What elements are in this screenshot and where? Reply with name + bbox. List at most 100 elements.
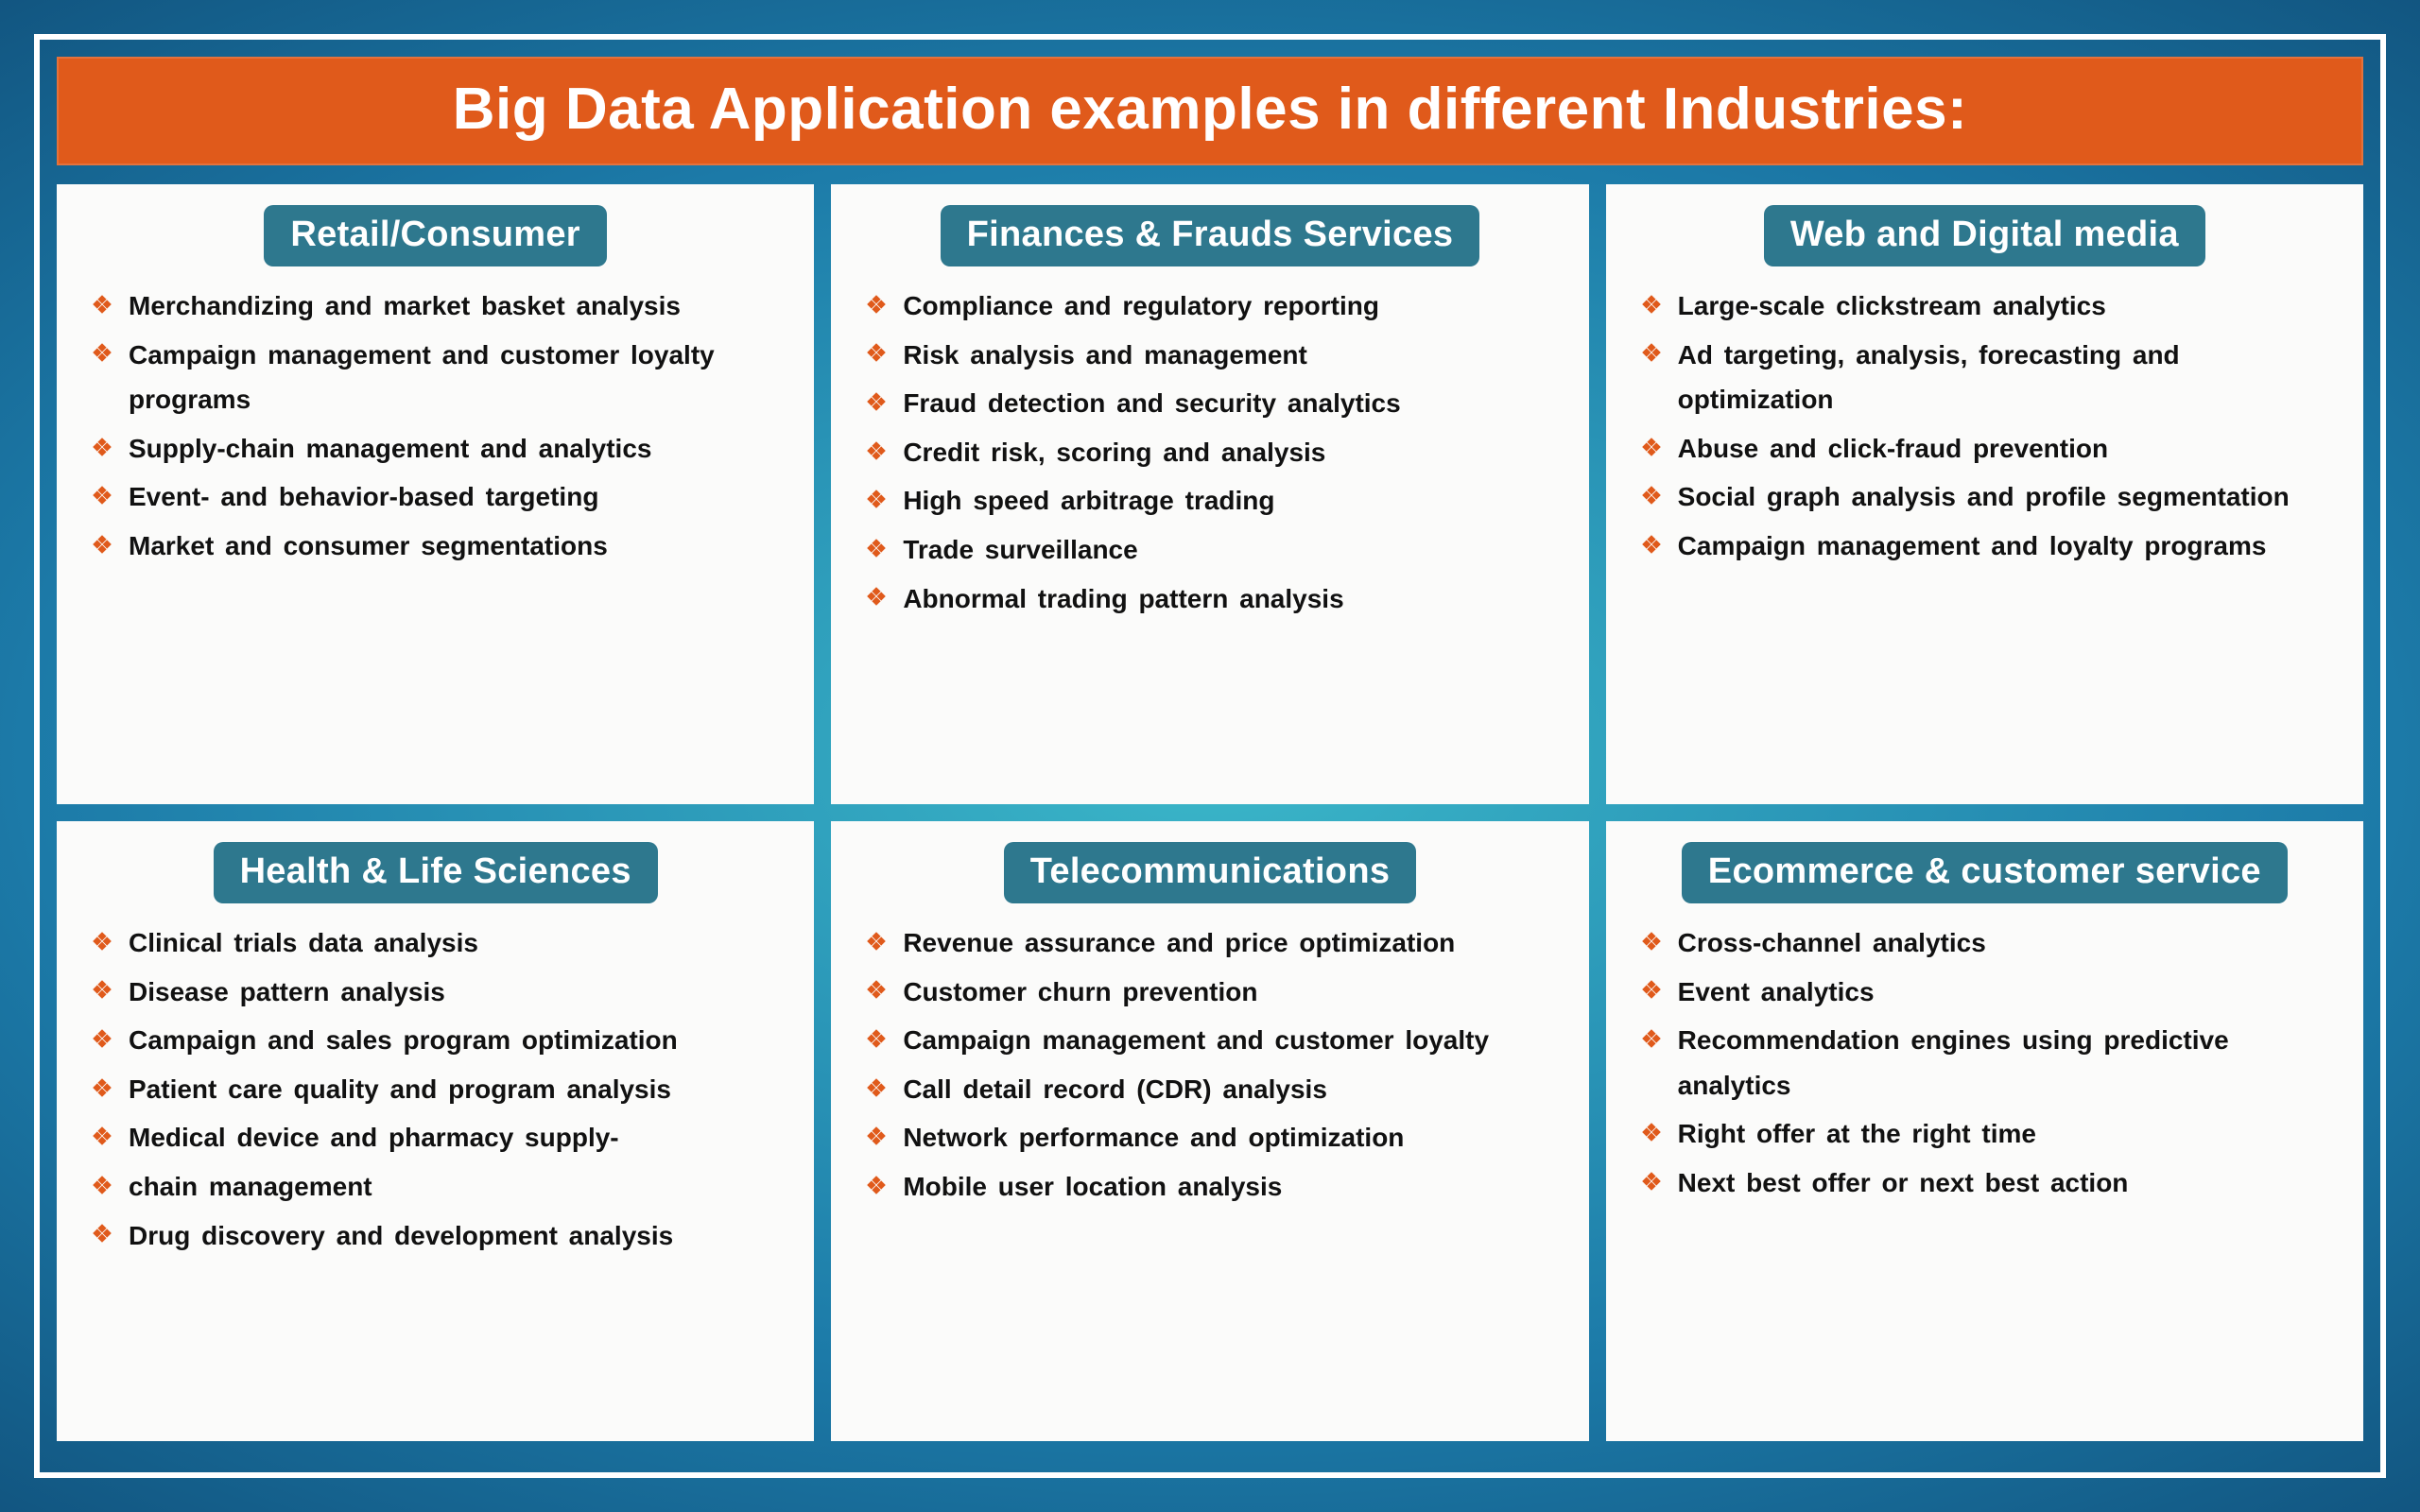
diamond-bullet-icon (865, 1125, 888, 1147)
diamond-bullet-icon (1640, 436, 1663, 458)
card-item: Fraud detection and security analytics (865, 381, 1560, 426)
card-item-text: Clinical trials data analysis (129, 928, 478, 957)
diamond-bullet-icon (865, 1027, 888, 1050)
card-item-text: Network performance and optimization (903, 1123, 1404, 1152)
card-item-text: Right offer at the right time (1678, 1119, 2036, 1148)
card-item-text: Mobile user location analysis (903, 1172, 1282, 1201)
diamond-bullet-icon (865, 341, 888, 364)
diamond-bullet-icon (865, 585, 888, 608)
diamond-bullet-icon (1640, 978, 1663, 1001)
card-retail: Retail/Consumer Merchandizing and market … (57, 184, 814, 804)
card-item: Medical device and pharmacy supply- (91, 1115, 786, 1160)
card-item: Next best offer or next best action (1640, 1160, 2335, 1206)
card-item-list: Revenue assurance and price optimization… (854, 920, 1565, 1213)
diamond-bullet-icon (1640, 293, 1663, 316)
diamond-bullet-icon (91, 978, 113, 1001)
card-item-text: Medical device and pharmacy supply- (129, 1123, 619, 1152)
card-item-text: Next best offer or next best action (1678, 1168, 2129, 1197)
card-item-text: Campaign management and loyalty programs (1678, 531, 2267, 560)
diamond-bullet-icon (91, 1125, 113, 1147)
card-title-wrap: Ecommerce & customer service (1629, 842, 2341, 903)
diamond-bullet-icon (91, 533, 113, 556)
card-item: Event- and behavior-based targeting (91, 474, 786, 520)
card-item-text: Drug discovery and development analysis (129, 1221, 673, 1250)
card-item: Campaign and sales program optimization (91, 1018, 786, 1063)
diamond-bullet-icon (91, 930, 113, 953)
card-item-list: Clinical trials data analysis Disease pat… (79, 920, 791, 1262)
card-item: Campaign management and customer loyalty (865, 1018, 1560, 1063)
card-ecommerce: Ecommerce & customer service Cross-channe… (1606, 821, 2363, 1441)
card-item-list: Merchandizing and market basket analysis… (79, 284, 791, 573)
card-item: Campaign management and customer loyalty… (91, 333, 786, 422)
diamond-bullet-icon (1640, 341, 1663, 364)
card-item: Supply-chain management and analytics (91, 426, 786, 472)
card-item: Event analytics (1640, 970, 2335, 1015)
card-item: Abuse and click-fraud prevention (1640, 426, 2335, 472)
card-item-text: Abnormal trading pattern analysis (903, 584, 1343, 613)
card-item: Campaign management and loyalty programs (1640, 524, 2335, 569)
card-item: Merchandizing and market basket analysis (91, 284, 786, 329)
card-item: Clinical trials data analysis (91, 920, 786, 966)
card-title-telecom: Telecommunications (1004, 842, 1417, 903)
cards-grid: Retail/Consumer Merchandizing and market … (57, 184, 2363, 1441)
card-item-text: Risk analysis and management (903, 340, 1307, 369)
card-item-text: Customer churn prevention (903, 977, 1257, 1006)
card-item: Revenue assurance and price optimization (865, 920, 1560, 966)
card-item: Large-scale clickstream analytics (1640, 284, 2335, 329)
diamond-bullet-icon (1640, 930, 1663, 953)
card-item: chain management (91, 1164, 786, 1210)
card-item-text: Merchandizing and market basket analysis (129, 291, 681, 320)
card-item-text: Campaign management and customer loyalty (903, 1025, 1489, 1055)
card-telecom: Telecommunications Revenue assurance and … (831, 821, 1588, 1441)
card-item-text: Revenue assurance and price optimization (903, 928, 1455, 957)
card-item: Recommendation engines using predictive … (1640, 1018, 2335, 1108)
card-item-text: Cross-channel analytics (1678, 928, 1986, 957)
diamond-bullet-icon (1640, 1121, 1663, 1143)
diamond-bullet-icon (1640, 1170, 1663, 1193)
diamond-bullet-icon (865, 488, 888, 510)
card-item: Call detail record (CDR) analysis (865, 1067, 1560, 1112)
card-item: Abnormal trading pattern analysis (865, 576, 1560, 622)
card-title-wrap: Retail/Consumer (79, 205, 791, 266)
card-item-text: Social graph analysis and profile segmen… (1678, 482, 2290, 511)
card-item-list: Large-scale clickstream analytics Ad targ… (1629, 284, 2341, 573)
card-item-text: Disease pattern analysis (129, 977, 445, 1006)
card-item: Credit risk, scoring and analysis (865, 430, 1560, 475)
card-item: Trade surveillance (865, 527, 1560, 573)
card-item-text: High speed arbitrage trading (903, 486, 1274, 515)
diamond-bullet-icon (91, 1174, 113, 1196)
card-item: Patient care quality and program analysi… (91, 1067, 786, 1112)
diamond-bullet-icon (91, 1222, 113, 1245)
diamond-bullet-icon (865, 439, 888, 462)
card-item-text: Event analytics (1678, 977, 1875, 1006)
diamond-bullet-icon (1640, 484, 1663, 507)
card-item-text: Event- and behavior-based targeting (129, 482, 598, 511)
card-title-wrap: Telecommunications (854, 842, 1565, 903)
card-item-text: Trade surveillance (903, 535, 1137, 564)
diamond-bullet-icon (865, 390, 888, 413)
diamond-bullet-icon (91, 484, 113, 507)
card-item-list: Cross-channel analytics Event analytics Re… (1629, 920, 2341, 1210)
card-item: Market and consumer segmentations (91, 524, 786, 569)
card-item-text: Call detail record (CDR) analysis (903, 1074, 1327, 1104)
card-item: Cross-channel analytics (1640, 920, 2335, 966)
card-item-text: chain management (129, 1172, 372, 1201)
infographic-canvas: Big Data Application examples in differe… (0, 0, 2420, 1512)
diamond-bullet-icon (865, 1076, 888, 1099)
card-item-text: Market and consumer segmentations (129, 531, 608, 560)
diamond-bullet-icon (865, 293, 888, 316)
card-item-text: Campaign and sales program optimization (129, 1025, 678, 1055)
card-item-text: Abuse and click-fraud prevention (1678, 434, 2108, 463)
diamond-bullet-icon (91, 436, 113, 458)
card-item-text: Ad targeting, analysis, forecasting and … (1678, 340, 2180, 415)
card-item: Network performance and optimization (865, 1115, 1560, 1160)
diamond-bullet-icon (91, 341, 113, 364)
card-item: Drug discovery and development analysis (91, 1213, 786, 1259)
card-item: Ad targeting, analysis, forecasting and … (1640, 333, 2335, 422)
card-item: Risk analysis and management (865, 333, 1560, 378)
diamond-bullet-icon (1640, 533, 1663, 556)
diamond-bullet-icon (865, 978, 888, 1001)
diamond-bullet-icon (865, 930, 888, 953)
diamond-bullet-icon (91, 1076, 113, 1099)
card-title-finance: Finances & Frauds Services (941, 205, 1480, 266)
